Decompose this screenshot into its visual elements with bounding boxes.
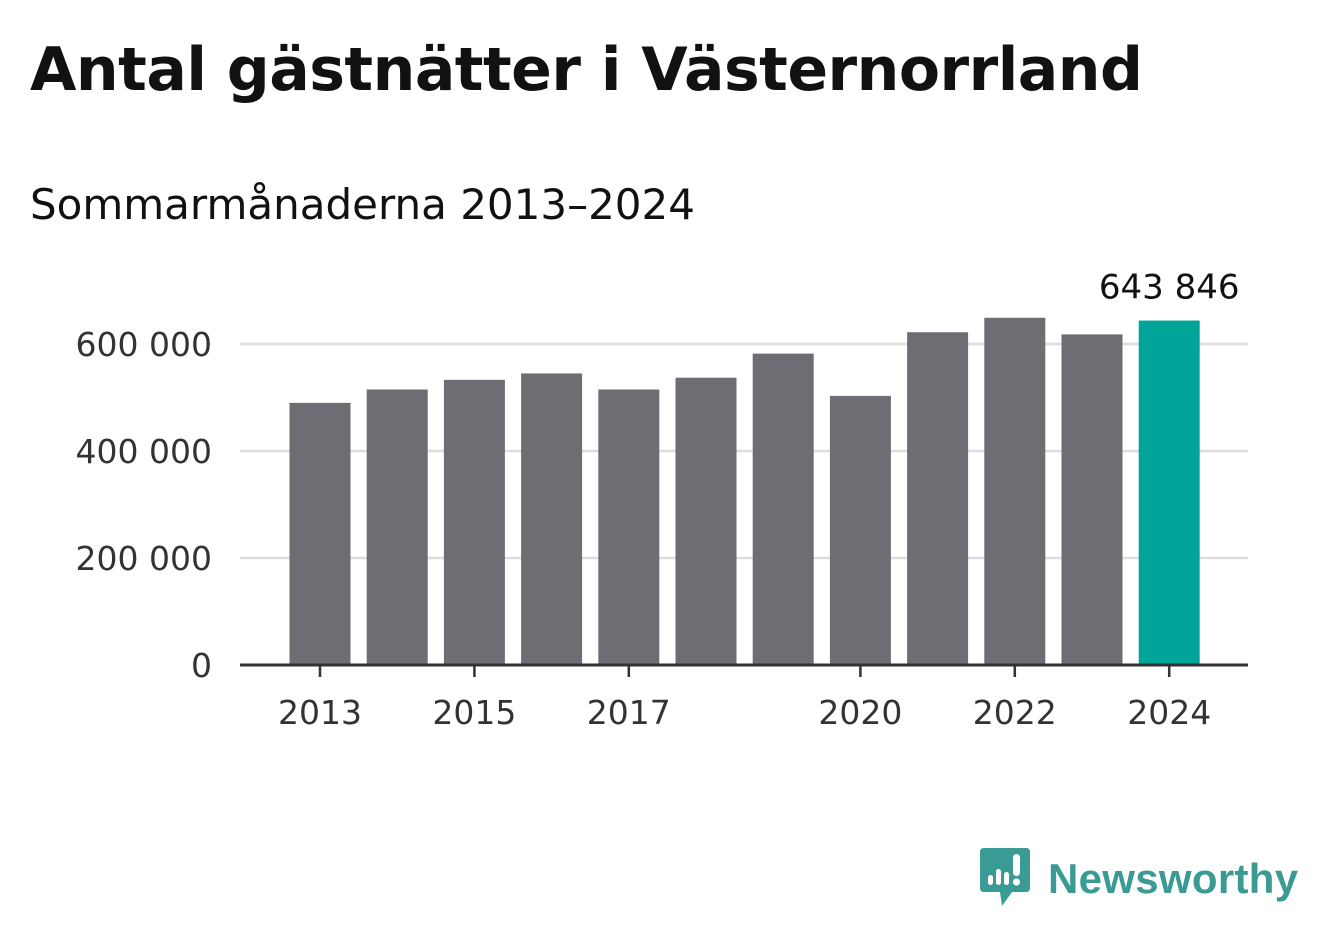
bar-2017 xyxy=(598,389,660,665)
bar-2024 xyxy=(1138,320,1200,665)
bar-2020 xyxy=(829,395,891,665)
brand-name: Newsworthy xyxy=(1048,855,1299,902)
y-tick-label: 200 000 xyxy=(76,539,212,578)
bar-2019 xyxy=(752,353,814,665)
x-tick-label: 2013 xyxy=(278,693,362,732)
bar-2022 xyxy=(984,317,1046,665)
x-axis: 2013 2015 2017 2020 2022 2024 xyxy=(240,663,1248,732)
x-tick-label: 2017 xyxy=(587,693,671,732)
y-tick-label: 600 000 xyxy=(76,325,212,364)
brand-logo: Newsworthy xyxy=(980,848,1298,910)
bar-2016 xyxy=(521,373,583,665)
bar-2018 xyxy=(675,377,737,665)
value-label-2024: 643 846 xyxy=(1099,268,1240,308)
y-tick-label: 400 000 xyxy=(76,432,212,471)
bar-2023 xyxy=(1061,334,1123,665)
bar-2014 xyxy=(366,389,428,665)
y-tick-label: 0 xyxy=(191,646,212,685)
y-axis-labels: 0 200 000 400 000 600 000 xyxy=(76,325,212,685)
newsworthy-logo-icon xyxy=(980,848,1030,906)
chart-subtitle: Sommarmånaderna 2013–2024 xyxy=(30,180,695,229)
x-tick-label: 2015 xyxy=(432,693,516,732)
bars xyxy=(289,317,1200,665)
bar-2015 xyxy=(443,379,505,665)
bar-2013 xyxy=(289,402,351,665)
x-tick-label: 2020 xyxy=(818,693,902,732)
bar-2021 xyxy=(907,332,969,665)
value-labels: 643 846 xyxy=(1099,268,1240,308)
chart-title: Antal gästnätter i Västernorrland xyxy=(30,35,1143,105)
x-tick-label: 2024 xyxy=(1127,693,1211,732)
x-tick-label: 2022 xyxy=(973,693,1057,732)
